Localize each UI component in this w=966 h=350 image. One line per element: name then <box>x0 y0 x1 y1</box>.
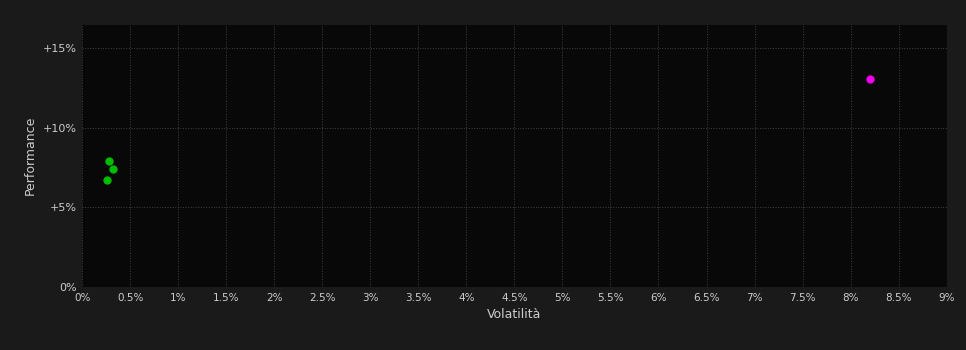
Y-axis label: Performance: Performance <box>24 116 37 195</box>
X-axis label: Volatilità: Volatilità <box>487 308 542 321</box>
